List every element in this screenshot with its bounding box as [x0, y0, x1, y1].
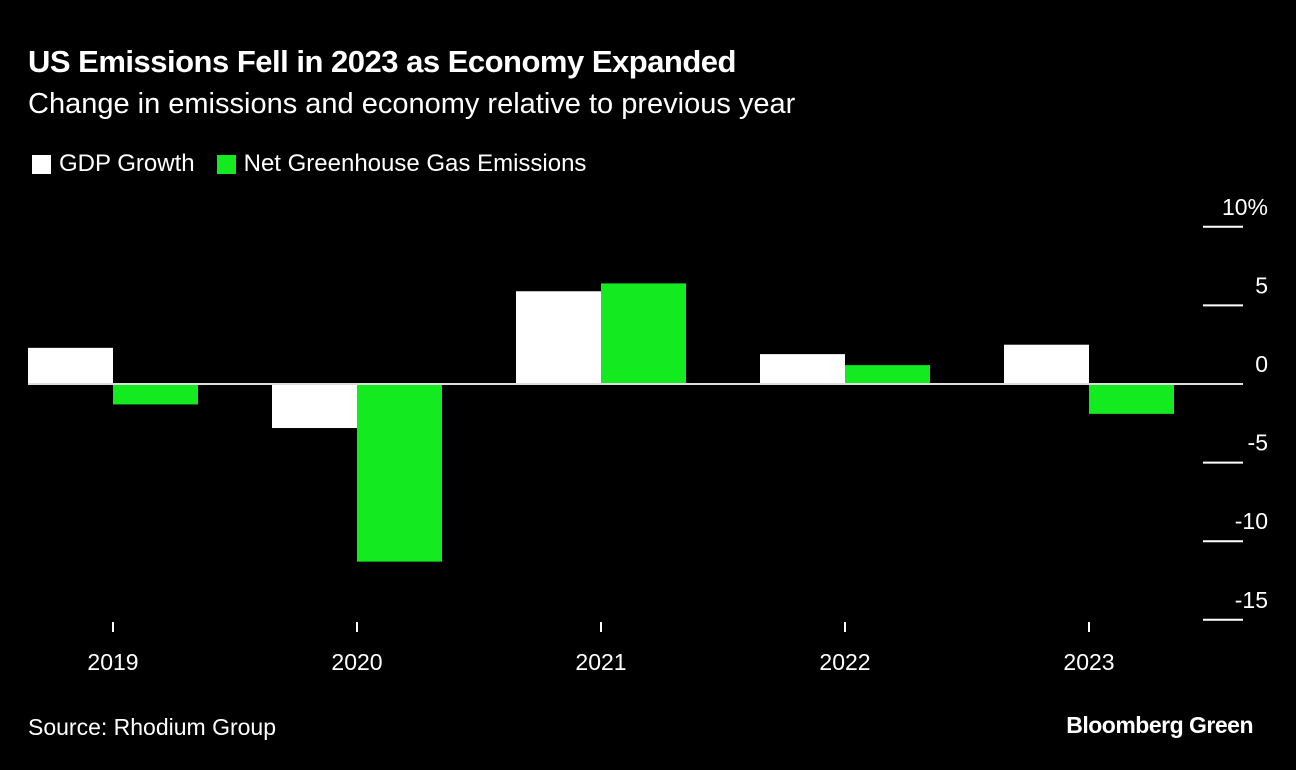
legend-label-gdp: GDP Growth [59, 150, 195, 177]
bar-emissions-2021 [601, 283, 686, 384]
chart-title: US Emissions Fell in 2023 as Economy Exp… [28, 44, 736, 79]
legend: GDP Growth Net Greenhouse Gas Emissions [32, 150, 586, 178]
bar-gdp-2021 [516, 291, 601, 384]
bar-emissions-2019 [113, 384, 198, 405]
chart-subtitle: Change in emissions and economy relative… [28, 88, 796, 120]
x-tick-label: 2019 [87, 649, 138, 675]
brand-logo: Bloomberg Green [1066, 712, 1253, 738]
legend-swatch-gdp [32, 154, 51, 174]
y-tick-label: -5 [1248, 430, 1268, 456]
y-tick-label: -15 [1235, 587, 1268, 613]
legend-swatch-emissions [216, 154, 236, 174]
bar-gdp-2023 [1004, 344, 1089, 384]
x-tick-label: 2021 [575, 649, 626, 675]
bar-emissions-2022 [845, 365, 930, 384]
y-tick-label: -10 [1235, 508, 1268, 534]
y-tick-label: 10% [1222, 194, 1268, 220]
x-tick-label: 2020 [331, 649, 382, 675]
y-tick-label: 0 [1255, 351, 1268, 377]
legend-item-gdp: GDP Growth [32, 150, 195, 178]
bar-gdp-2019 [28, 347, 113, 384]
bar-emissions-2023 [1089, 384, 1174, 414]
bar-gdp-2020 [272, 384, 357, 429]
source-note: Source: Rhodium Group [28, 714, 277, 740]
bar-emissions-2020 [357, 384, 442, 562]
bar-gdp-2022 [760, 354, 845, 384]
legend-label-emissions: Net Greenhouse Gas Emissions [243, 150, 587, 177]
y-tick-label: 5 [1255, 272, 1268, 298]
x-tick-label: 2023 [1063, 649, 1114, 675]
x-tick-label: 2022 [819, 649, 870, 675]
legend-item-emissions: Net Greenhouse Gas Emissions [216, 150, 587, 178]
